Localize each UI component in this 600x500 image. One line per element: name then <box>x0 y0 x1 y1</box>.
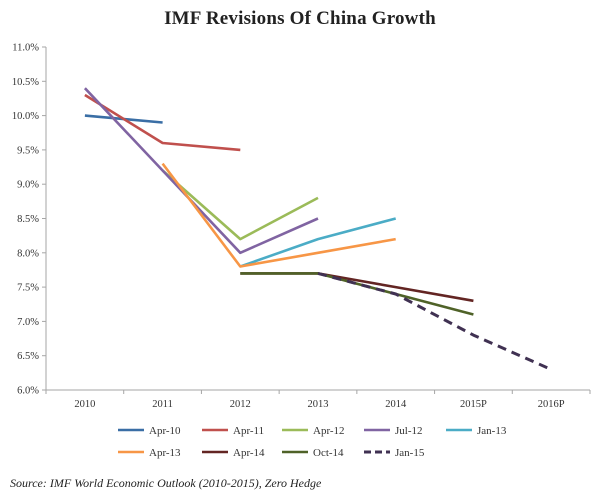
source-note: Source: IMF World Economic Outlook (2010… <box>10 476 322 490</box>
x-tick-label: 2011 <box>152 399 173 410</box>
series-line-apr-11 <box>84 93 241 152</box>
y-tick-label: 6.0% <box>17 386 39 397</box>
legend-label-apr-11: Apr-11 <box>233 425 264 437</box>
series-line-jan-15 <box>317 271 552 371</box>
axes: 6.0% 6.5% 7.0% 7.5% 8.0% 8.5% 9.0% 9.5% 10.0% 10.… <box>12 43 591 410</box>
y-tick-label: 10.5% <box>12 77 39 88</box>
y-tick-label: 7.0% <box>17 317 39 328</box>
legend-label-oct-14: Oct-14 <box>313 447 344 459</box>
legend-label-jul-12: Jul-12 <box>395 425 423 437</box>
x-tick-label: 2013 <box>308 399 329 410</box>
legend-label-jan-13: Jan-13 <box>477 425 507 437</box>
x-tick-label: 2016P <box>538 399 565 410</box>
series-line-jul-12 <box>83 87 319 255</box>
series-line-apr-13 <box>161 162 396 268</box>
legend: Apr-10 Apr-11 Apr-12 Jul-12 Jan-13 Apr-13 Apr-… <box>118 425 507 459</box>
legend-label-apr-13: Apr-13 <box>149 447 181 459</box>
legend-label-jan-15: Jan-15 <box>395 447 425 459</box>
y-tick-label: 8.5% <box>17 214 39 225</box>
y-tick-label: 11.0% <box>12 43 39 54</box>
y-tick-label: 10.0% <box>12 111 39 122</box>
y-tick-label: 8.0% <box>17 248 39 259</box>
x-tick-label: 2012 <box>230 399 251 410</box>
series-lines <box>83 87 552 371</box>
series-line-apr-12 <box>161 169 319 241</box>
series-line-oct-14 <box>240 272 474 316</box>
legend-label-apr-10: Apr-10 <box>149 425 181 437</box>
y-tick-label: 9.5% <box>17 145 39 156</box>
y-tick-label: 6.5% <box>17 351 39 362</box>
legend-label-apr-12: Apr-12 <box>313 425 345 437</box>
y-tick-label: 9.0% <box>17 180 39 191</box>
series-line-apr-14 <box>240 272 474 303</box>
series-line-jan-13 <box>239 217 397 268</box>
y-tick-label: 7.5% <box>17 283 39 294</box>
x-tick-label: 2010 <box>74 399 95 410</box>
chart-title: IMF Revisions Of China Growth <box>164 8 436 29</box>
x-tick-label: 2015P <box>460 399 487 410</box>
x-tick-label: 2014 <box>385 399 407 410</box>
legend-label-apr-14: Apr-14 <box>233 447 265 459</box>
